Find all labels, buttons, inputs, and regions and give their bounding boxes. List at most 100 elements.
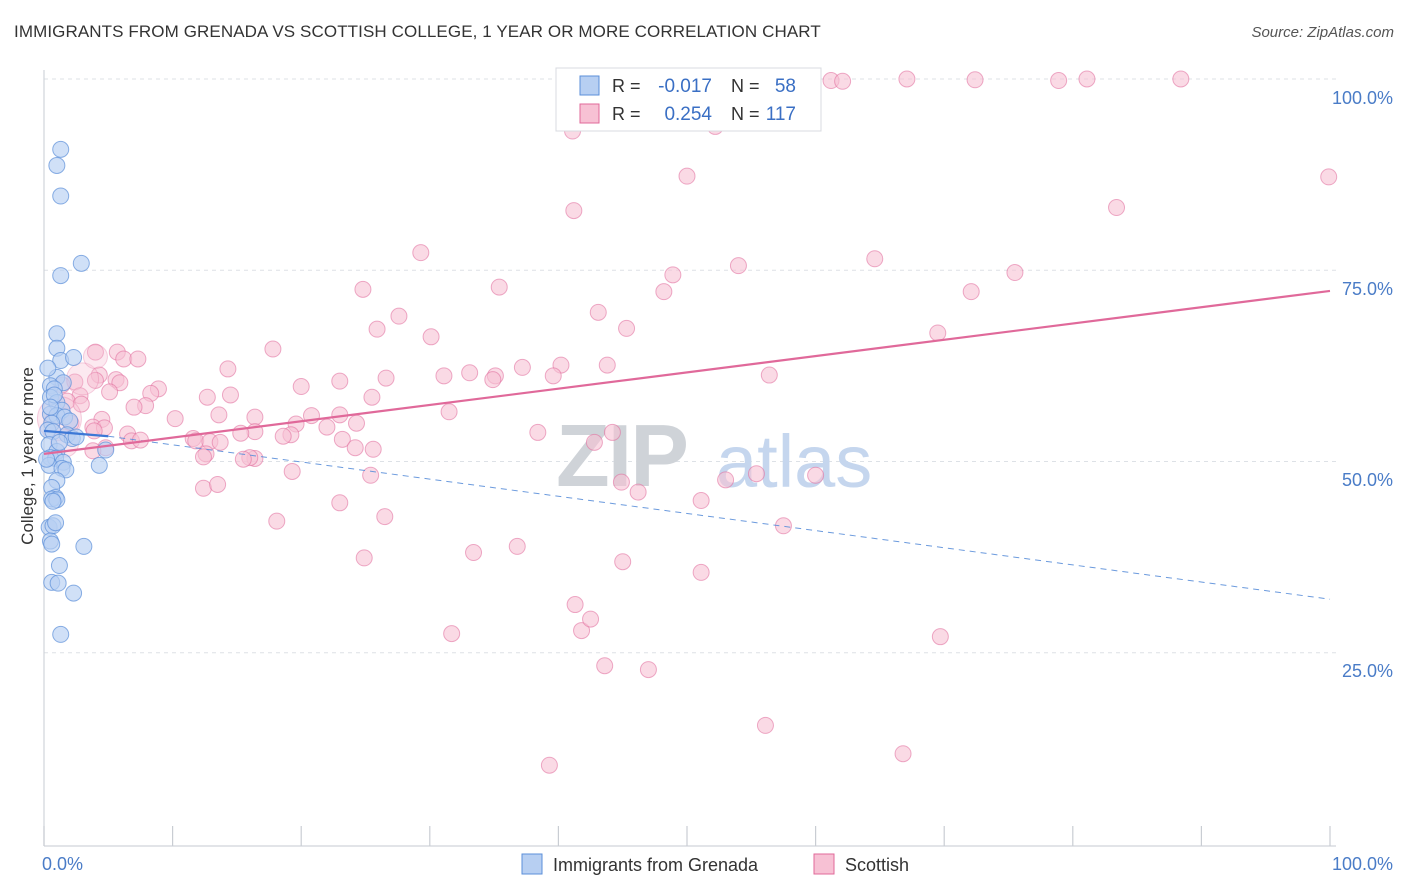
scottish-point xyxy=(894,745,912,763)
y-tick-label-50: 50.0% xyxy=(1342,470,1393,490)
x-tick-label-100: 100.0% xyxy=(1332,854,1393,874)
grenada-point xyxy=(44,492,62,510)
stats-n-label-1: N = xyxy=(731,76,760,96)
scottish-point xyxy=(129,350,147,368)
scottish-point xyxy=(639,661,657,679)
scottish-point xyxy=(614,553,632,571)
scottish-point xyxy=(589,303,607,321)
scottish-point xyxy=(292,378,310,396)
watermark: ZIP atlas xyxy=(556,406,872,505)
grenada-point xyxy=(48,325,66,343)
scottish-point xyxy=(582,610,600,628)
stats-r-value-2: 0.254 xyxy=(664,104,712,125)
scottish-point xyxy=(544,367,562,385)
stats-n-label-2: N = xyxy=(731,104,760,124)
scottish-point xyxy=(354,280,372,298)
grenada-point xyxy=(50,557,68,575)
x-tick-label-0: 0.0% xyxy=(42,854,83,874)
scottish-point xyxy=(194,448,212,466)
scottish-point xyxy=(807,466,825,484)
grenada-point xyxy=(47,514,65,532)
trend-lines xyxy=(43,289,1331,600)
scottish-point xyxy=(390,307,408,325)
scottish-point xyxy=(1172,70,1190,88)
scottish-point xyxy=(166,410,184,428)
scottish-point-cluster xyxy=(82,344,108,370)
scottish-point xyxy=(898,70,916,88)
scottish-point xyxy=(376,508,394,526)
scottish-point xyxy=(72,395,90,413)
scottish-point xyxy=(377,369,395,387)
scottish-point xyxy=(333,430,351,448)
scottish-points xyxy=(36,70,1338,774)
legend-swatch-grenada xyxy=(521,853,543,875)
scottish-point xyxy=(1078,70,1096,88)
y-tick-label-75: 75.0% xyxy=(1342,279,1393,299)
watermark-atlas: atlas xyxy=(716,420,872,503)
scottish-point xyxy=(760,366,778,384)
scottish-point xyxy=(1050,72,1068,90)
scottish-point xyxy=(465,544,483,562)
scottish-point xyxy=(268,512,286,530)
grenada-point xyxy=(48,156,66,174)
scottish-point xyxy=(612,473,630,491)
scottish-point xyxy=(210,406,228,424)
scottish-point xyxy=(362,466,380,484)
scottish-point xyxy=(331,372,349,390)
scottish-point xyxy=(125,398,143,416)
stats-legend-swatch-blue xyxy=(579,75,600,96)
scottish-point xyxy=(86,343,104,361)
chart-title: IMMIGRANTS FROM GRENADA VS SCOTTISH COLL… xyxy=(14,22,821,41)
scottish-point xyxy=(596,657,614,675)
scottish-point xyxy=(101,383,119,401)
source-label: Source: ZipAtlas.com xyxy=(1251,24,1394,41)
scottish-point xyxy=(629,483,647,501)
scottish-point xyxy=(692,492,710,510)
stats-r-value-1: -0.017 xyxy=(658,76,712,97)
scottish-trend-line xyxy=(43,289,1331,455)
scottish-point xyxy=(412,244,430,262)
scottish-point xyxy=(540,756,558,774)
scottish-point xyxy=(274,427,292,445)
grenada-point xyxy=(52,625,70,643)
y-tick-label-100: 100.0% xyxy=(1332,88,1393,108)
scottish-point xyxy=(283,462,301,480)
scottish-point xyxy=(929,324,947,342)
scottish-point xyxy=(246,408,264,426)
scottish-point xyxy=(331,494,349,512)
grenada-points xyxy=(38,140,115,643)
stats-r-label-1: R = xyxy=(612,76,641,96)
scottish-point xyxy=(931,628,949,646)
legend-swatch-scottish xyxy=(813,853,835,875)
scottish-point xyxy=(692,563,710,581)
scottish-point xyxy=(774,517,792,535)
stats-legend-box: R = -0.017 N = 58 R = 0.254 N = 117 xyxy=(555,67,822,132)
scottish-point xyxy=(422,328,440,346)
scottish-point xyxy=(585,433,603,451)
scottish-point xyxy=(678,167,696,185)
grenada-point xyxy=(90,456,108,474)
grenada-point xyxy=(52,187,70,205)
scottish-point xyxy=(484,371,502,389)
grenada-point xyxy=(38,450,56,468)
scottish-point xyxy=(1320,168,1338,186)
scottish-point xyxy=(115,350,133,368)
grenada-point xyxy=(65,348,83,366)
scottish-point xyxy=(221,386,239,404)
scottish-point xyxy=(966,71,984,89)
scottish-point xyxy=(346,439,364,457)
scottish-point xyxy=(655,283,673,301)
scottish-point xyxy=(1108,199,1126,217)
x-tick-marks xyxy=(43,826,1331,846)
scottish-point xyxy=(363,388,381,406)
scottish-point xyxy=(435,367,453,385)
scottish-point xyxy=(756,716,774,734)
scottish-point xyxy=(211,433,229,451)
scottish-point xyxy=(717,471,735,489)
scottish-point xyxy=(209,475,227,493)
grenada-point xyxy=(41,398,59,416)
scottish-point xyxy=(443,625,461,643)
scottish-point xyxy=(347,414,365,432)
grenada-point xyxy=(49,574,67,592)
